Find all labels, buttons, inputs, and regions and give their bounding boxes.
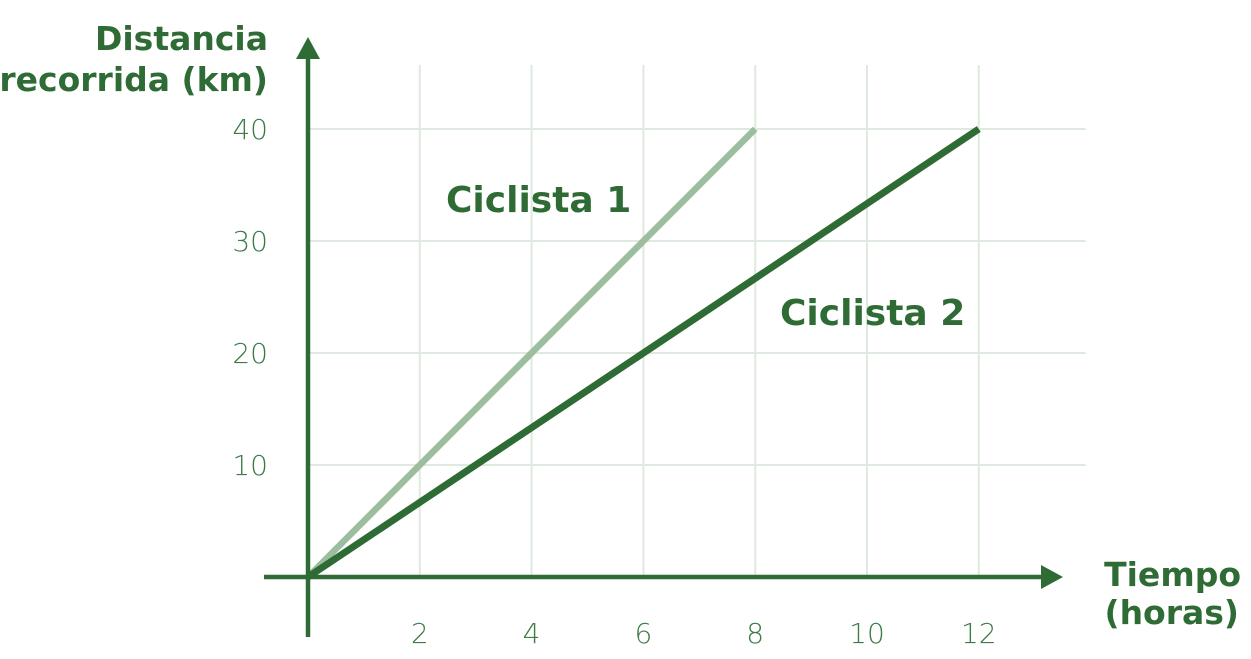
x-tick-label: 12 xyxy=(961,617,997,650)
y-tick-label: 10 xyxy=(232,449,268,482)
y-tick-label: 40 xyxy=(232,113,268,146)
tick-labels: 2 4 6 8 10 12 10 20 30 40 xyxy=(232,113,996,650)
x-axis-arrowhead xyxy=(1041,565,1063,589)
series-lines xyxy=(305,126,981,580)
y-tick-label: 20 xyxy=(232,337,268,370)
grid xyxy=(308,65,1086,577)
x-axis-title-line-1: Tiempo xyxy=(1104,555,1241,594)
x-tick-label: 8 xyxy=(746,617,764,650)
series-line-ciclista-2 xyxy=(306,126,981,580)
x-tick-label: 10 xyxy=(849,617,885,650)
y-axis-arrowhead xyxy=(296,37,320,59)
y-axis-title-line-1: Distancia xyxy=(95,19,268,58)
x-axis-title-line-2: (horas) xyxy=(1104,593,1239,632)
y-axis-title: Distancia recorrida (km) xyxy=(0,19,268,99)
series-label-ciclista-2: Ciclista 2 xyxy=(780,293,965,334)
axes xyxy=(264,37,1063,637)
x-tick-label: 6 xyxy=(634,617,652,650)
x-tick-label: 2 xyxy=(411,617,429,650)
series-label-ciclista-1: Ciclista 1 xyxy=(446,180,631,221)
x-axis-title: Tiempo (horas) xyxy=(1104,555,1241,632)
y-axis-title-line-2: recorrida (km) xyxy=(0,60,268,99)
y-tick-label: 30 xyxy=(232,225,268,258)
series-line-ciclista-1 xyxy=(305,126,758,580)
x-tick-label: 4 xyxy=(523,617,541,650)
